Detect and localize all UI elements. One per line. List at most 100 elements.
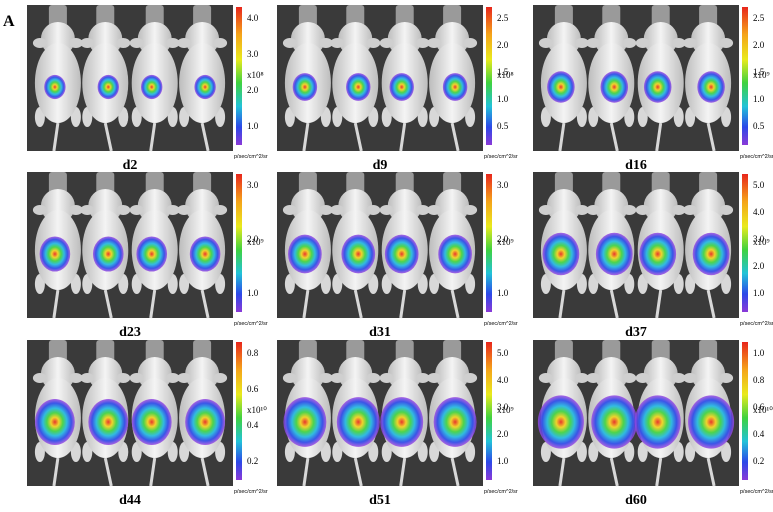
scale-exponent: x10⁸ <box>497 70 514 80</box>
panel-label: d37 <box>625 325 647 340</box>
ear <box>719 373 734 383</box>
nose-cone <box>602 172 621 194</box>
tail <box>399 122 407 152</box>
nose-cone <box>699 340 718 362</box>
ear <box>671 205 686 215</box>
scale-exponent: x10⁹ <box>497 405 514 415</box>
signal <box>438 234 472 274</box>
tail <box>302 122 310 152</box>
nose-cone <box>96 172 115 194</box>
ear <box>415 38 430 48</box>
ear <box>719 205 734 215</box>
signal <box>634 395 681 449</box>
signal <box>591 395 638 449</box>
scale-tick: 0.2 <box>247 456 258 466</box>
ear <box>318 38 333 48</box>
scale-tick: 0.4 <box>247 420 259 430</box>
signal <box>595 232 633 276</box>
signal <box>697 71 725 103</box>
nose-cone <box>298 172 317 194</box>
ear <box>574 373 589 383</box>
nose-cone <box>145 340 164 362</box>
panel-label: d51 <box>369 493 391 508</box>
nose-cone <box>651 340 670 362</box>
signal <box>346 73 371 101</box>
panel: 2.5 2.0 1.5 1.0 0.5 x10⁸ p/sec/cm^2/sr d9 <box>277 5 518 173</box>
nose-cone <box>48 172 67 194</box>
ear <box>282 38 297 48</box>
scale-unit: p/sec/cm^2/sr <box>484 321 518 327</box>
nose-cone <box>554 340 573 362</box>
tail <box>353 457 363 487</box>
ear <box>165 38 180 48</box>
scale-tick: 0.8 <box>247 348 259 358</box>
nose-cone <box>298 340 317 362</box>
scale-tick: 1.0 <box>497 456 509 466</box>
figure-label: A <box>3 13 15 30</box>
tail <box>609 122 619 152</box>
ear <box>379 205 394 215</box>
color-bar <box>742 7 748 145</box>
panel: 5.0 4.0 3.0 2.0 1.0 x10⁹ p/sec/cm^2/sr d51 <box>277 340 518 508</box>
nose-cone <box>395 340 414 362</box>
panel: 0.8 0.6 0.4 0.2 x10¹⁰ p/sec/cm^2/sr d44 <box>27 340 268 508</box>
signal <box>442 73 468 101</box>
scale-unit: p/sec/cm^2/sr <box>740 321 773 327</box>
tail <box>149 289 157 319</box>
nose-cone <box>346 5 365 27</box>
ear <box>330 205 345 215</box>
nose-cone <box>443 5 462 27</box>
ear <box>165 373 180 383</box>
nose-cone <box>346 172 365 194</box>
ear <box>177 373 192 383</box>
ear <box>213 38 228 48</box>
scale-tick: 3.0 <box>247 49 259 59</box>
tail <box>52 457 60 487</box>
panel-label: d2 <box>123 158 138 173</box>
scale-exponent: x10⁹ <box>753 70 770 80</box>
scale-exponent: x10¹⁰ <box>247 405 267 415</box>
panel-label: d44 <box>119 493 141 508</box>
scale-tick: 3.0 <box>247 180 259 190</box>
scale-tick: 1.0 <box>247 121 259 131</box>
ear <box>129 373 144 383</box>
signal <box>692 232 730 276</box>
panel-label: d9 <box>373 158 388 173</box>
tail <box>103 122 113 152</box>
scale-unit: p/sec/cm^2/sr <box>484 489 518 495</box>
tail <box>558 457 566 487</box>
ear <box>68 205 83 215</box>
scale-tick: 4.0 <box>247 13 259 23</box>
scale-tick: 1.0 <box>753 94 765 104</box>
scale-exponent: x10⁹ <box>753 237 770 247</box>
ear <box>622 38 637 48</box>
panel: 3.0 2.0 1.0 x10⁹ p/sec/cm^2/sr d23 <box>27 172 268 340</box>
ear <box>427 205 442 215</box>
ear <box>683 38 698 48</box>
scale-tick: 0.6 <box>753 402 765 412</box>
tail <box>302 289 310 319</box>
ear <box>671 38 686 48</box>
scale-unit: p/sec/cm^2/sr <box>740 489 773 495</box>
nose-cone <box>651 5 670 27</box>
ear <box>80 373 95 383</box>
scale-tick: 5.0 <box>497 348 509 358</box>
tail <box>399 457 407 487</box>
signal <box>537 395 584 449</box>
scale-tick: 0.2 <box>753 456 764 466</box>
ear <box>177 205 192 215</box>
ear <box>68 38 83 48</box>
nose-cone <box>602 340 621 362</box>
scale-unit: p/sec/cm^2/sr <box>234 321 268 327</box>
ear <box>318 373 333 383</box>
signal <box>688 395 735 449</box>
ear <box>366 38 381 48</box>
ear <box>318 205 333 215</box>
signal <box>643 71 672 103</box>
scale-tick: 0.8 <box>753 375 765 385</box>
signal <box>600 71 629 103</box>
nose-cone <box>443 172 462 194</box>
scale-tick: 2.0 <box>753 261 765 271</box>
panel: 2.5 2.0 1.5 1.0 0.5 x10⁹ p/sec/cm^2/sr d16 <box>533 5 773 173</box>
scale-unit: p/sec/cm^2/sr <box>234 154 268 160</box>
